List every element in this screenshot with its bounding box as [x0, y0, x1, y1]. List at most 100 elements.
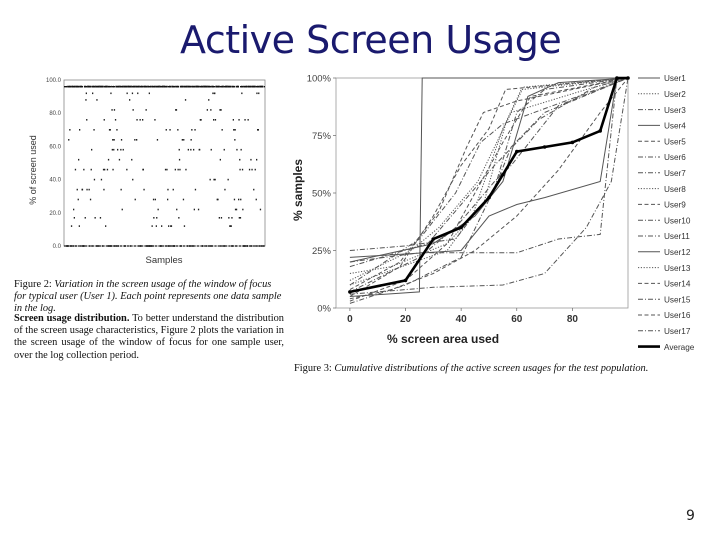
fig3-plot-frame	[335, 77, 629, 309]
fig2-point	[251, 168, 253, 171]
fig2-point	[253, 188, 255, 191]
fig2-point	[74, 168, 77, 171]
fig3-x-tick-label: 80	[567, 314, 579, 325]
fig3-series-line	[349, 77, 629, 286]
fig2-point	[129, 99, 131, 101]
fig2-point	[140, 245, 142, 247]
fig2-point	[239, 158, 241, 161]
fig2-point	[136, 119, 138, 121]
fig2-point	[136, 139, 138, 141]
fig2-point	[145, 109, 147, 111]
fig2-point	[227, 85, 229, 88]
fig2-point	[66, 245, 68, 247]
fig2-point	[258, 85, 260, 88]
fig2-point	[91, 245, 93, 247]
fig2-point	[108, 129, 111, 131]
fig2-point	[92, 92, 94, 95]
fig3-series-line	[349, 76, 628, 294]
fig2-point	[129, 245, 131, 247]
fig2-point	[106, 85, 108, 88]
fig2-point	[218, 217, 220, 219]
fig2-point	[233, 129, 235, 131]
fig3-x-tick-label: 20	[400, 314, 412, 325]
fig2-point	[251, 245, 253, 247]
fig2-point	[255, 198, 257, 201]
fig2-point	[150, 245, 153, 247]
fig2-point	[99, 217, 102, 219]
fig2-point	[209, 178, 211, 181]
fig2-point	[183, 225, 186, 227]
fig2-point	[191, 129, 193, 131]
fig3-average-marker	[615, 76, 619, 80]
fig2-point	[219, 85, 221, 88]
fig2-point	[69, 245, 72, 247]
figure2-caption-label: Figure 2:	[14, 279, 52, 290]
fig2-point	[102, 85, 104, 88]
figure2-caption: Figure 2: Variation in the screen usage …	[14, 279, 284, 316]
fig2-point	[84, 217, 86, 219]
fig2-point	[199, 85, 201, 88]
fig2-point	[210, 148, 212, 151]
fig2-point	[255, 245, 257, 247]
fig2-point	[139, 119, 141, 121]
fig3-ylabel: % samples	[291, 159, 305, 221]
fig2-point	[111, 109, 113, 111]
fig2-point	[179, 168, 181, 171]
fig2-point	[178, 148, 180, 151]
fig2-point	[86, 188, 88, 191]
fig2-point	[231, 217, 233, 219]
fig2-point	[259, 208, 262, 211]
fig3-average-marker	[542, 145, 547, 149]
fig2-point	[120, 139, 123, 141]
fig2-point	[131, 92, 134, 95]
fig2-point	[256, 92, 258, 95]
fig2-point	[114, 119, 117, 121]
fig3-y-tick-label: 0%	[317, 304, 331, 315]
fig3-legend-label: User13	[664, 264, 691, 273]
fig2-point	[233, 198, 236, 201]
fig2-point	[123, 85, 125, 88]
fig2-point	[228, 217, 230, 219]
fig2-point	[142, 119, 144, 121]
fig2-point	[182, 85, 184, 88]
fig2-point	[222, 85, 225, 88]
fig2-point	[209, 245, 212, 247]
fig2-point	[197, 208, 200, 211]
fig2-point	[177, 168, 179, 171]
fig2-point	[240, 198, 242, 201]
fig3-legend-label: Average	[664, 343, 695, 352]
fig2-point	[145, 245, 148, 247]
fig2-point	[220, 245, 222, 247]
fig2-point	[111, 245, 113, 247]
fig2-point	[107, 245, 109, 247]
fig2-y-tick-label: 100.0	[46, 78, 62, 84]
fig3-average-marker	[348, 290, 352, 294]
figure2-scatter-plot: % of screen used 0.0 20.0 40.0 60.0 80.0 100.…	[28, 78, 266, 266]
fig2-point	[148, 92, 150, 95]
fig3-legend-label: User9	[664, 201, 686, 210]
fig2-point	[81, 188, 84, 191]
fig2-point	[75, 85, 77, 88]
fig2-point	[231, 245, 233, 247]
fig2-point	[149, 245, 151, 247]
fig2-point	[134, 139, 136, 141]
fig2-point	[258, 245, 261, 247]
fig2-point	[69, 129, 71, 131]
fig2-point	[117, 148, 119, 151]
fig3-series-line	[349, 77, 629, 295]
fig2-point	[152, 198, 155, 201]
fig3-series-line	[349, 77, 629, 297]
fig2-point	[132, 178, 134, 181]
fig3-average-marker	[431, 237, 436, 241]
fig2-point	[112, 168, 114, 171]
fig2-point	[205, 245, 207, 247]
fig2-point	[213, 178, 215, 181]
fig2-point	[188, 245, 191, 247]
fig2-point	[110, 92, 112, 95]
fig2-point	[137, 92, 139, 95]
fig2-point	[109, 129, 111, 131]
fig2-point	[113, 148, 115, 151]
fig2-point	[214, 92, 216, 95]
fig2-point	[193, 148, 195, 151]
fig2-point	[100, 178, 103, 181]
